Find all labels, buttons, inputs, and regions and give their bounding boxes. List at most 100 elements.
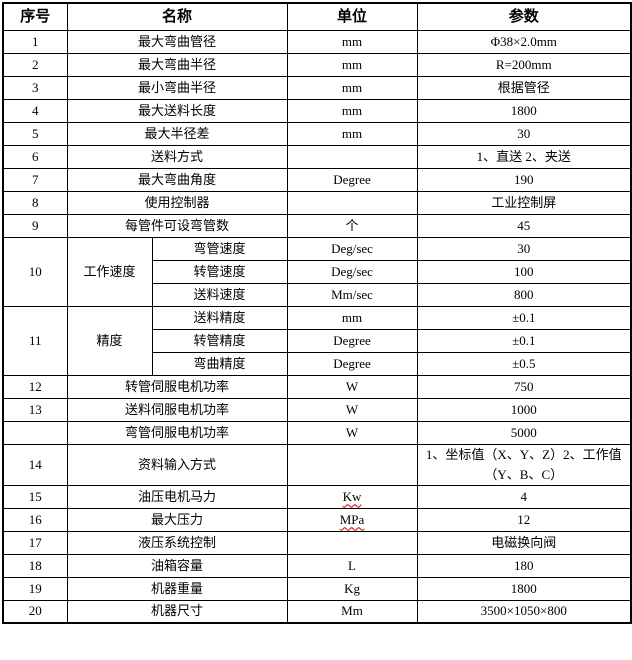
- cell-param: 电磁换向阀: [416, 530, 632, 555]
- cell-name: 转管伺服电机功率: [66, 374, 288, 399]
- header-no: 序号: [2, 2, 68, 31]
- table-row: 6 送料方式 1、直送 2、夹送: [2, 144, 632, 169]
- cell-param: 5000: [416, 420, 632, 445]
- table-row: 7 最大弯曲角度 Degree 190: [2, 167, 632, 192]
- table-row: 14 资料输入方式 1、坐标值（X、Y、Z）2、工作值（Y、B、C）: [2, 443, 632, 486]
- cell-unit: L: [286, 553, 418, 578]
- header-unit: 单位: [286, 2, 418, 31]
- cell-unit: Degree: [286, 167, 418, 192]
- header-row: 序号 名称 单位 参数: [2, 2, 632, 31]
- table-row: 19 机器重量 Kg 1800: [2, 576, 632, 601]
- table-row: 20 机器尺寸 Mm 3500×1050×800: [2, 599, 632, 624]
- cell-param: 3500×1050×800: [416, 599, 632, 624]
- cell-name: 送料伺服电机功率: [66, 397, 288, 422]
- cell-param: 190: [416, 167, 632, 192]
- cell-subname: 送料精度: [151, 305, 288, 330]
- cell-param: 100: [416, 259, 632, 284]
- cell-no: 12: [2, 374, 68, 399]
- cell-unit: [286, 144, 418, 169]
- cell-unit: 个: [286, 213, 418, 238]
- table-row: 4 最大送料长度 mm 1800: [2, 98, 632, 123]
- table-row: 17 液压系统控制 电磁换向阀: [2, 530, 632, 555]
- cell-unit: mm: [286, 305, 418, 330]
- cell-unit: Kw: [286, 484, 418, 509]
- cell-no: 10: [2, 236, 68, 307]
- cell-param: R=200mm: [416, 52, 632, 77]
- cell-name: 最大压力: [66, 507, 288, 532]
- table-row: 1 最大弯曲管径 mm Φ38×2.0mm: [2, 29, 632, 54]
- cell-name: 最小弯曲半径: [66, 75, 288, 100]
- cell-no: 7: [2, 167, 68, 192]
- cell-unit: Degree: [286, 351, 418, 376]
- cell-name: 资料输入方式: [66, 443, 288, 486]
- header-name: 名称: [66, 2, 288, 31]
- cell-unit: mm: [286, 98, 418, 123]
- cell-name: 机器尺寸: [66, 599, 288, 624]
- cell-no: 9: [2, 213, 68, 238]
- cell-param: 工业控制屏: [416, 190, 632, 215]
- cell-no: 20: [2, 599, 68, 624]
- cell-unit: mm: [286, 29, 418, 54]
- cell-name: 最大弯曲管径: [66, 29, 288, 54]
- table-row: 2 最大弯曲半径 mm R=200mm: [2, 52, 632, 77]
- cell-group: 精度: [66, 305, 153, 376]
- cell-no: 3: [2, 75, 68, 100]
- table-row: 8 使用控制器 工业控制屏: [2, 190, 632, 215]
- cell-unit: Degree: [286, 328, 418, 353]
- cell-param: 800: [416, 282, 632, 307]
- cell-group: 工作速度: [66, 236, 153, 307]
- cell-param: ±0.1: [416, 305, 632, 330]
- cell-unit: [286, 190, 418, 215]
- cell-unit: Deg/sec: [286, 236, 418, 261]
- header-param: 参数: [416, 2, 632, 31]
- cell-no: 5: [2, 121, 68, 146]
- cell-subname: 弯曲精度: [151, 351, 288, 376]
- unit-with-spellcheck-underline: Kw: [342, 488, 362, 504]
- cell-no: 4: [2, 98, 68, 123]
- cell-name: 使用控制器: [66, 190, 288, 215]
- unit-with-spellcheck-underline: MPa: [339, 511, 365, 527]
- table-row: 9 每管件可设弯管数 个 45: [2, 213, 632, 238]
- cell-no: 18: [2, 553, 68, 578]
- table-row: 3 最小弯曲半径 mm 根据管径: [2, 75, 632, 100]
- cell-no: 8: [2, 190, 68, 215]
- cell-param: ±0.5: [416, 351, 632, 376]
- table-body: 1 最大弯曲管径 mm Φ38×2.0mm 2 最大弯曲半径 mm R=200m…: [2, 29, 632, 624]
- cell-name: 油压电机马力: [66, 484, 288, 509]
- cell-unit: mm: [286, 52, 418, 77]
- cell-unit: mm: [286, 75, 418, 100]
- table-row: 13 送料伺服电机功率 W 1000: [2, 397, 632, 422]
- cell-unit: [286, 530, 418, 555]
- table-row: 转管精度 Degree ±0.1: [3, 328, 632, 353]
- cell-subname: 送料速度: [151, 282, 288, 307]
- cell-name: 弯管伺服电机功率: [66, 420, 288, 445]
- cell-no: 16: [2, 507, 68, 532]
- cell-no: 6: [2, 144, 68, 169]
- table-row: 16 最大压力 MPa 12: [2, 507, 632, 532]
- cell-no: 13: [2, 397, 68, 422]
- table-row: 送料速度 Mm/sec 800: [3, 282, 632, 307]
- cell-param: 1800: [416, 98, 632, 123]
- cell-param: 1000: [416, 397, 632, 422]
- cell-no: 17: [2, 530, 68, 555]
- cell-unit: MPa: [286, 507, 418, 532]
- cell-no: 14: [2, 443, 68, 486]
- cell-unit: Mm/sec: [286, 282, 418, 307]
- cell-unit: W: [286, 397, 418, 422]
- cell-name: 液压系统控制: [66, 530, 288, 555]
- cell-name: 最大半径差: [66, 121, 288, 146]
- cell-param: 1、坐标值（X、Y、Z）2、工作值（Y、B、C）: [416, 443, 632, 486]
- table-row: 弯管伺服电机功率 W 5000: [2, 420, 632, 445]
- cell-unit: Mm: [286, 599, 418, 624]
- table-row: 5 最大半径差 mm 30: [2, 121, 632, 146]
- cell-unit: [286, 443, 418, 486]
- cell-unit: Kg: [286, 576, 418, 601]
- cell-name: 机器重量: [66, 576, 288, 601]
- cell-no: 2: [2, 52, 68, 77]
- cell-subname: 转管精度: [151, 328, 288, 353]
- cell-param: 根据管径: [416, 75, 632, 100]
- cell-no: 1: [2, 29, 68, 54]
- cell-no: 11: [2, 305, 68, 376]
- table-row: 10 工作速度 弯管速度 Deg/sec 30: [2, 236, 632, 307]
